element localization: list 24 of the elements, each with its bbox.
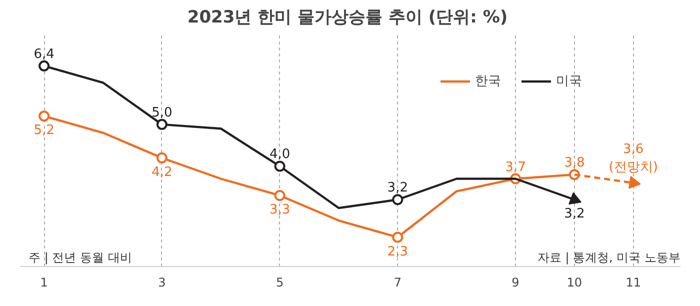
data-label: 5,0 [152, 105, 172, 120]
legend-label: 한국 [475, 73, 501, 90]
data-label: 3,2 [564, 206, 585, 222]
data-label: 4,2 [152, 164, 172, 180]
data-label: 6,4 [34, 46, 54, 62]
x-tick-label: 9 [512, 276, 520, 290]
legend-label: 미국 [556, 73, 582, 90]
data-label: 4,0 [269, 147, 290, 162]
data-label: 3,3 [269, 202, 290, 218]
data-label: 3,7 [505, 160, 526, 175]
annotation: 자료 | 통계청, 미국 노동부 [537, 250, 681, 264]
chart-title: 2023년 한미 물가상승률 추이 (단위: %) [187, 8, 508, 28]
data-label: 3,2 [387, 180, 408, 196]
data-label: 3,8 [564, 156, 585, 171]
x-tick-label: 3 [158, 276, 166, 290]
x-tick-label: 5 [276, 276, 284, 290]
x-tick-label: 11 [626, 276, 642, 290]
x-tick-label: 7 [394, 276, 402, 290]
data-label: 3,6 (전망치) [608, 142, 658, 175]
data-label: 5,2 [34, 123, 54, 138]
x-tick-label: 10 [566, 276, 582, 290]
data-label: 2,3 [387, 244, 408, 260]
annotation: 주 | 전년 동월 대비 [28, 250, 132, 264]
x-tick-label: 1 [40, 276, 48, 290]
